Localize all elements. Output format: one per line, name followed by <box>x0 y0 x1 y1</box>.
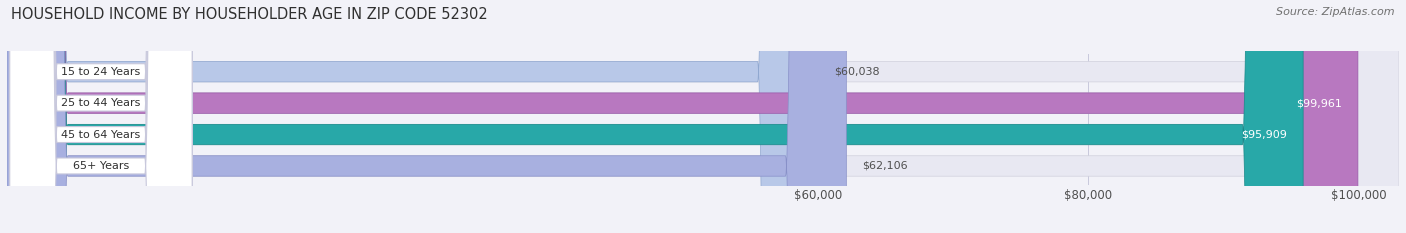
Text: 25 to 44 Years: 25 to 44 Years <box>62 98 141 108</box>
FancyBboxPatch shape <box>7 0 1399 233</box>
Text: $62,106: $62,106 <box>862 161 908 171</box>
FancyBboxPatch shape <box>7 0 818 233</box>
Text: $95,909: $95,909 <box>1241 130 1286 140</box>
Text: 45 to 64 Years: 45 to 64 Years <box>62 130 141 140</box>
FancyBboxPatch shape <box>7 0 1399 233</box>
FancyBboxPatch shape <box>7 0 1303 233</box>
FancyBboxPatch shape <box>7 0 1399 233</box>
FancyBboxPatch shape <box>10 0 193 233</box>
Text: HOUSEHOLD INCOME BY HOUSEHOLDER AGE IN ZIP CODE 52302: HOUSEHOLD INCOME BY HOUSEHOLDER AGE IN Z… <box>11 7 488 22</box>
Text: Source: ZipAtlas.com: Source: ZipAtlas.com <box>1277 7 1395 17</box>
FancyBboxPatch shape <box>7 0 846 233</box>
FancyBboxPatch shape <box>10 0 193 233</box>
Text: $60,038: $60,038 <box>835 67 880 77</box>
FancyBboxPatch shape <box>7 0 1399 233</box>
FancyBboxPatch shape <box>7 0 1358 233</box>
FancyBboxPatch shape <box>10 0 193 233</box>
Text: 65+ Years: 65+ Years <box>73 161 129 171</box>
FancyBboxPatch shape <box>10 0 193 233</box>
Text: $99,961: $99,961 <box>1296 98 1341 108</box>
Text: 15 to 24 Years: 15 to 24 Years <box>62 67 141 77</box>
